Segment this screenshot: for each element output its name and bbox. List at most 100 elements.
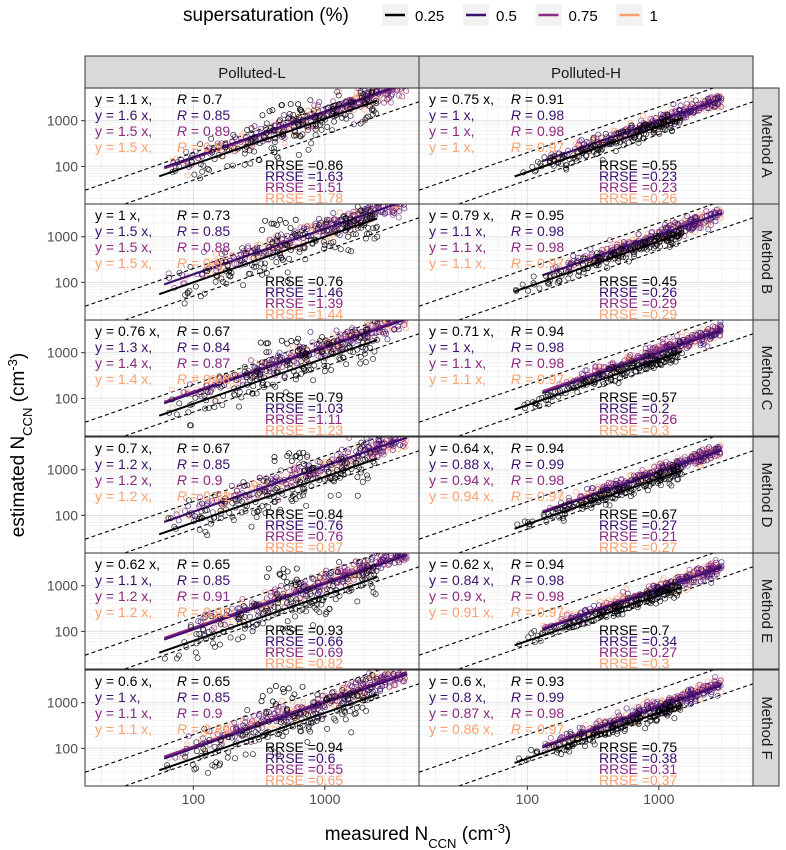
- data-point: [696, 448, 703, 455]
- data-point: [259, 226, 266, 233]
- fit-r-symbol: R: [511, 239, 521, 255]
- fit-line: [163, 320, 408, 405]
- data-point: [354, 338, 361, 345]
- data-point: [269, 107, 276, 114]
- fit-equation-0: y = 1 x, R = 0.73: [95, 207, 230, 223]
- data-point: [612, 148, 619, 155]
- data-point: [262, 217, 269, 224]
- data-point: [591, 493, 598, 499]
- data-point: [643, 352, 650, 359]
- data-point: [343, 115, 350, 122]
- data-point: [224, 163, 231, 170]
- data-point: [229, 513, 236, 520]
- data-point: [342, 460, 349, 467]
- data-point: [281, 140, 288, 147]
- data-point: [649, 345, 656, 352]
- data-point: [588, 505, 595, 511]
- fit-rrse-1: RRSE =0.76: [265, 517, 343, 533]
- data-point: [284, 269, 291, 276]
- data-point: [280, 590, 287, 597]
- data-point: [684, 213, 691, 220]
- fit-equation-1: y = 1.2 x, R = 0.85: [95, 456, 230, 472]
- data-point: [391, 326, 398, 333]
- fit-rrse-3: RRSE =0.3: [599, 422, 670, 438]
- data-point: [701, 219, 708, 226]
- data-point: [401, 322, 408, 329]
- data-point: [313, 465, 320, 472]
- data-point: [609, 495, 616, 502]
- data-point: [543, 273, 550, 280]
- data-point: [281, 112, 288, 119]
- fit-equation-text: y = 0.76 x,: [95, 323, 160, 339]
- data-point: [675, 476, 682, 483]
- fit-r-symbol: R: [177, 339, 187, 355]
- data-point: [307, 328, 314, 335]
- data-point: [275, 352, 282, 359]
- data-point: [321, 368, 328, 375]
- fit-equation-text: y = 1 x,: [429, 339, 475, 355]
- fit-r-symbol: R: [511, 207, 521, 223]
- fit-r-value: = 0.67: [187, 323, 230, 339]
- data-point: [273, 235, 280, 242]
- data-point: [376, 204, 383, 207]
- fit-equation-3: y = 1 x, R = 0.97: [429, 139, 564, 155]
- data-point: [369, 89, 376, 96]
- data-point: [265, 348, 272, 355]
- data-point: [717, 320, 724, 325]
- data-point: [268, 145, 275, 152]
- x-axis-title-part-3: -3: [493, 821, 505, 836]
- data-point: [331, 118, 338, 125]
- data-point: [296, 132, 303, 139]
- data-point: [200, 162, 207, 169]
- data-point: [390, 207, 397, 214]
- data-point: [165, 515, 172, 522]
- data-point: [285, 115, 292, 122]
- reference-line: [122, 333, 419, 436]
- data-point: [196, 526, 203, 533]
- data-point: [606, 366, 613, 373]
- data-point: [313, 114, 320, 121]
- data-point: [251, 123, 258, 130]
- data-point: [319, 333, 326, 340]
- data-point: [315, 353, 322, 359]
- data-point: [335, 92, 342, 99]
- data-point: [240, 479, 247, 486]
- data-point: [213, 251, 220, 258]
- data-point: [676, 457, 683, 464]
- data-point: [333, 568, 340, 575]
- data-point: [363, 437, 370, 442]
- row-strip-4: [752, 552, 780, 670]
- fit-r-value: = 0.97: [521, 255, 564, 271]
- fit-rrse-2: RRSE =0.29: [599, 295, 677, 311]
- data-point: [395, 326, 402, 333]
- data-point: [222, 144, 229, 151]
- fit-r-value: = 0.97: [521, 139, 564, 155]
- data-point: [251, 373, 258, 380]
- data-point: [653, 361, 660, 368]
- data-point: [663, 342, 670, 349]
- fit-rrse-0: RRSE =0.76: [265, 273, 343, 289]
- fit-line: [158, 457, 378, 536]
- data-point: [222, 249, 229, 256]
- data-point: [632, 241, 639, 248]
- fit-rrse-1: RRSE =0.26: [599, 284, 677, 300]
- data-point: [212, 278, 219, 285]
- data-point: [231, 371, 238, 378]
- row-strip-5: [752, 669, 780, 787]
- data-point: [323, 340, 330, 347]
- data-point: [257, 125, 264, 132]
- fit-r-symbol: R: [177, 488, 187, 504]
- data-point: [253, 390, 260, 397]
- data-point: [664, 113, 671, 120]
- data-point: [375, 204, 382, 209]
- data-point: [599, 488, 606, 495]
- data-point: [702, 209, 709, 216]
- fit-equation-1: y = 1.6 x, R = 0.85: [95, 107, 230, 123]
- data-point: [274, 245, 281, 252]
- fit-r-symbol: R: [511, 107, 521, 123]
- column-strip-0: [84, 55, 420, 89]
- fit-rrse-1: RRSE =1.46: [265, 284, 343, 300]
- data-point: [582, 367, 589, 374]
- data-point: [275, 155, 282, 162]
- fit-r-symbol: R: [511, 139, 521, 155]
